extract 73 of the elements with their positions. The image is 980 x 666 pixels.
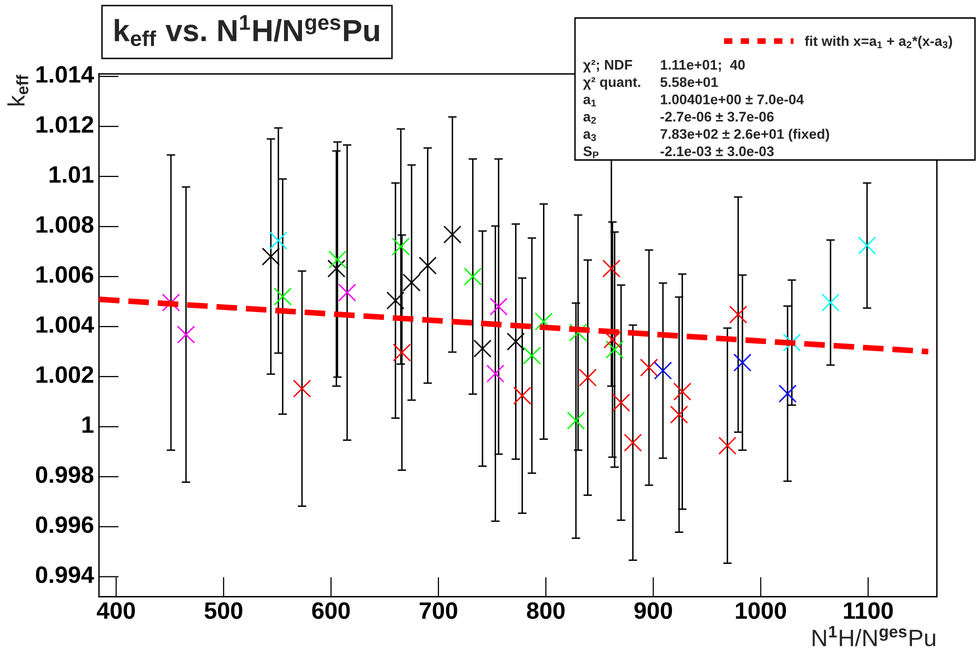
point [612,394,630,412]
point [443,225,462,244]
x-tick-label: 800 [526,602,565,619]
point [418,256,437,275]
x-tick-label: 900 [634,602,672,619]
point [822,294,840,312]
point [513,386,532,405]
point [606,340,624,359]
x-tick-label: 700 [420,602,458,619]
annotation: -2.1e-03 ± 3.0e-03 [660,146,774,156]
y-tick-label: 1.008 [36,216,94,233]
annotation: 5.58e+01 [660,77,718,88]
y-axis-title: k$_{eff}$ [7,74,28,106]
point [338,284,356,302]
point [566,412,585,430]
annotation: a$_{2}$ [583,114,596,124]
chart-title: k$_{eff}$ vs. N$^{1}$H/N$^{ges}$Pu [114,15,380,46]
annotation: a$_{1}$ [583,96,596,106]
annotation: 1.00401e+00 ± 7.0e-04 [660,94,804,104]
annotation: χ² quant. [583,77,640,90]
annotation: 7.83e+02 ± 2.6e+01 (fixed) [660,128,830,142]
x-tick-label: 500 [204,602,242,619]
point [718,436,736,455]
point [464,268,482,286]
point [274,288,292,306]
y-tick-label: 0.996 [36,516,94,534]
x-axis-title: N$^{1}$H/N$^{ges}$Pu [812,626,936,646]
point [602,260,620,278]
point [386,292,404,310]
text: χ²; NDF [583,60,632,72]
y-tick-label: 0.998 [36,466,94,484]
y-tick-label: 1 [82,416,94,433]
point [670,406,688,424]
point [327,260,346,278]
point [392,238,410,256]
point [578,368,597,387]
point [269,231,288,250]
point [328,250,346,269]
point [654,362,672,380]
point [603,330,622,349]
y-tick-label: 0.994 [36,566,94,584]
point [402,274,421,292]
x-tick-label: 1100 [844,602,893,619]
x-tick-label: 400 [96,602,135,619]
annotation: -2.7e-06 ± 3.7e-06 [660,112,774,122]
point [262,248,280,266]
text: 1.11e+01; 40 [660,60,745,72]
point [392,344,411,362]
point [473,340,492,358]
y-tick-label: 1.002 [36,366,94,383]
point [778,384,797,403]
annotation: S$_{P}$ [583,146,599,158]
legend-label: fit with x=a$_{1}$ + a$_{2}$*(x-a$_{3}$) [804,36,952,49]
y-tick-label: 1.006 [36,266,94,283]
point [729,306,748,324]
point [673,382,692,401]
point [522,346,541,365]
point [733,354,752,372]
y-tick-label: 1.01 [50,166,94,183]
point [490,298,508,316]
x-tick-label: 1000 [736,602,786,619]
point [176,326,196,344]
point [624,434,642,452]
x-tick-label: 600 [312,602,350,619]
point [640,358,658,377]
point [858,236,876,255]
y-tick-label: 1.012 [36,116,94,133]
y-tick-label: 1.004 [36,316,94,333]
y-tick-label: 1.014 [36,66,94,83]
point [506,332,525,351]
point [486,364,504,383]
annotation: a$_{3}$ [583,131,596,142]
point [292,380,312,398]
